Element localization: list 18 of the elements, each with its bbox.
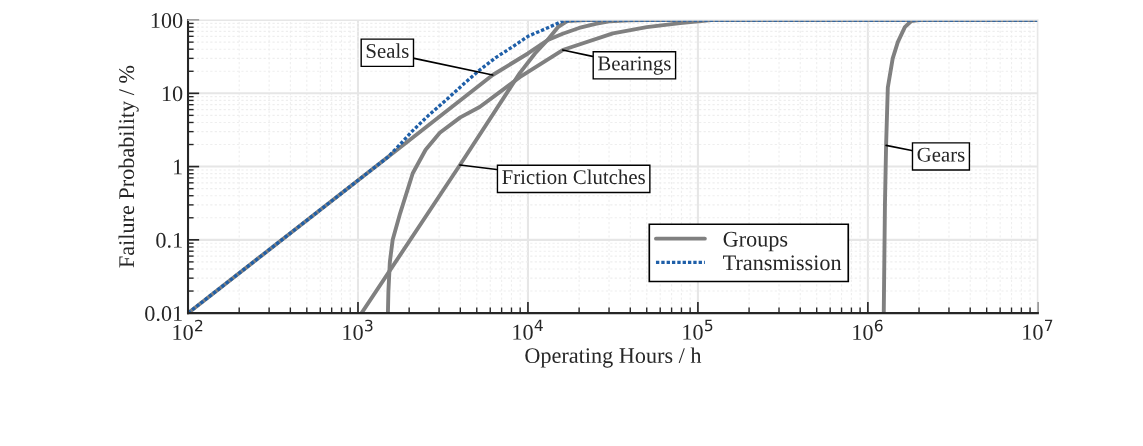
annotation: Friction Clutches [502,169,645,185]
x-axis-title: Operating Hours / h [525,347,702,368]
x-tick-label: 10$^{6}$ [853,319,883,340]
y-tick-label: 10 [162,86,183,102]
annotation: Bearings [597,56,671,75]
annotation: Gears [917,147,965,162]
y-axis-title: Failure Probability / % [118,65,139,268]
annotation: Seals [366,43,409,58]
x-tick-label: 10$^{5}$ [683,319,713,340]
y-tick-label: 0.1 [156,232,182,248]
x-tick-label: 10$^{4}$ [513,319,543,340]
y-tick-label: 1 [174,159,182,175]
legend-label: Transmission [723,255,842,271]
legend-label: Groups [723,231,788,252]
x-tick-label: 10$^{3}$ [343,319,373,340]
y-tick-label: 0.01 [145,306,182,322]
x-tick-label: 10$^{7}$ [1023,319,1053,340]
y-tick-label: 100 [151,13,183,28]
